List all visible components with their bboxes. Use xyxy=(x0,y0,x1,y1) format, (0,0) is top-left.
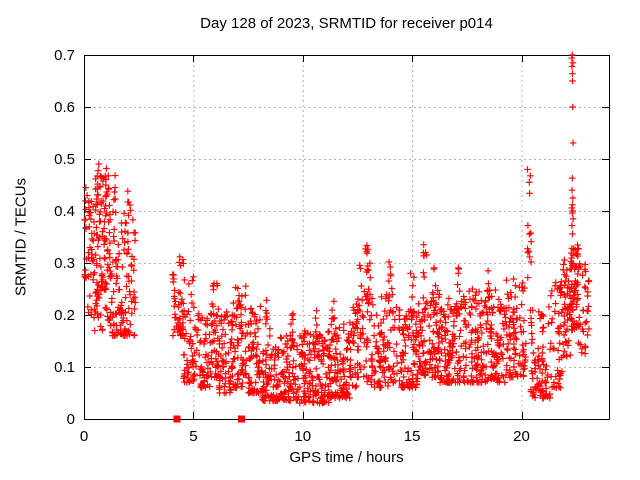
chart-title: Day 128 of 2023, SRMTID for receiver p01… xyxy=(200,15,493,32)
x-tick-label: 5 xyxy=(189,428,197,445)
y-tick-label: 0.6 xyxy=(54,99,75,116)
x-tick-label: 0 xyxy=(80,428,88,445)
y-tick-label: 0.7 xyxy=(54,47,75,64)
scatter-points xyxy=(81,51,593,407)
x-tick-label: 10 xyxy=(294,428,311,445)
y-tick-label: 0.1 xyxy=(54,359,75,376)
flag-marker xyxy=(238,415,245,423)
x-tick-label: 20 xyxy=(513,428,530,445)
y-tick-label: 0.3 xyxy=(54,255,75,272)
flag-marker xyxy=(173,415,181,423)
y-tick-label: 0.2 xyxy=(54,307,75,324)
plot-border xyxy=(84,55,610,420)
y-tick-label: 0.5 xyxy=(54,151,75,168)
x-axis-label: GPS time / hours xyxy=(289,449,404,466)
y-tick-label: 0.4 xyxy=(54,203,75,220)
y-tick-label: 0 xyxy=(67,411,75,428)
x-tick-label: 15 xyxy=(404,428,421,445)
